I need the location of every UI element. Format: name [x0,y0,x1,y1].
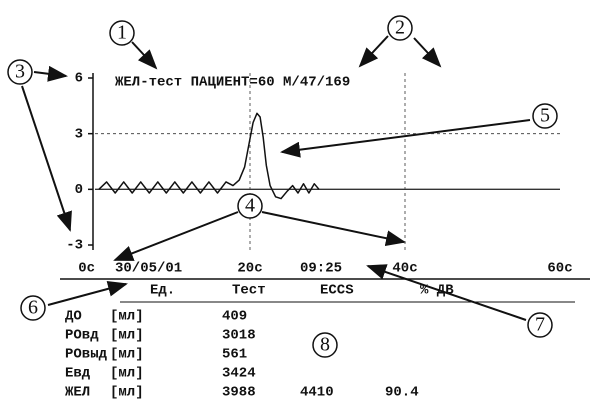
curve [98,112,320,200]
table-cell: Евд [65,366,91,382]
table-cell: РОвд [65,328,99,344]
table-cell: 3424 [222,366,256,382]
table-header: ECCS [320,283,354,299]
x-tick-label: 20с [237,261,262,277]
x-tick-label: 40с [392,261,417,277]
callout-circle [387,15,413,41]
callout-number: 2 [395,17,405,39]
x-tick-label: 0с [78,261,95,277]
table-header: Тест [232,283,266,299]
chart-title: ЖЕЛ-тест ПАЦИЕНТ=60 М/47/169 [115,75,350,91]
table-cell: 3988 [222,385,256,401]
callout-number: 7 [535,314,545,336]
table-header: Ед. [150,283,175,299]
table-cell: РОвыд [65,347,108,363]
callout-circle [7,59,33,85]
x-tick-label: 60с [547,261,572,277]
callout-circle [20,295,46,321]
callout-circle [312,332,338,358]
callout-circle [527,312,553,338]
callout-number: 6 [28,297,38,319]
time: 09:25 [300,261,342,277]
table-cell: 4410 [300,385,334,401]
table-cell: 409 [222,309,247,325]
y-tick-label: 0 [75,182,83,198]
callout-number: 4 [245,195,255,217]
callout-number: 1 [117,22,127,44]
table-cell: ЖЕЛ [65,385,90,401]
y-tick-label: -3 [66,238,83,254]
table-cell: 3018 [222,328,256,344]
callout-circle [532,103,558,129]
table-cell: 561 [222,347,247,363]
table-cell: 90.4 [385,385,419,401]
callout-number: 5 [540,105,550,127]
y-tick-label: 6 [75,71,83,87]
callout-circle [237,193,263,219]
y-tick-label: 3 [75,126,83,142]
arrows [21,35,531,321]
callout-number: 8 [320,334,330,356]
table-cell: [мл] [110,366,144,382]
table-cell: [мл] [110,328,144,344]
table-cell: [мл] [110,385,144,401]
date: 30/05/01 [115,261,182,277]
table-header: % ДВ [420,283,454,299]
table-cell: [мл] [110,309,144,325]
table-cell: [мл] [110,347,144,363]
callout-number: 3 [15,61,25,83]
table-cell: ДО [65,309,82,325]
callout-circle [109,20,135,46]
